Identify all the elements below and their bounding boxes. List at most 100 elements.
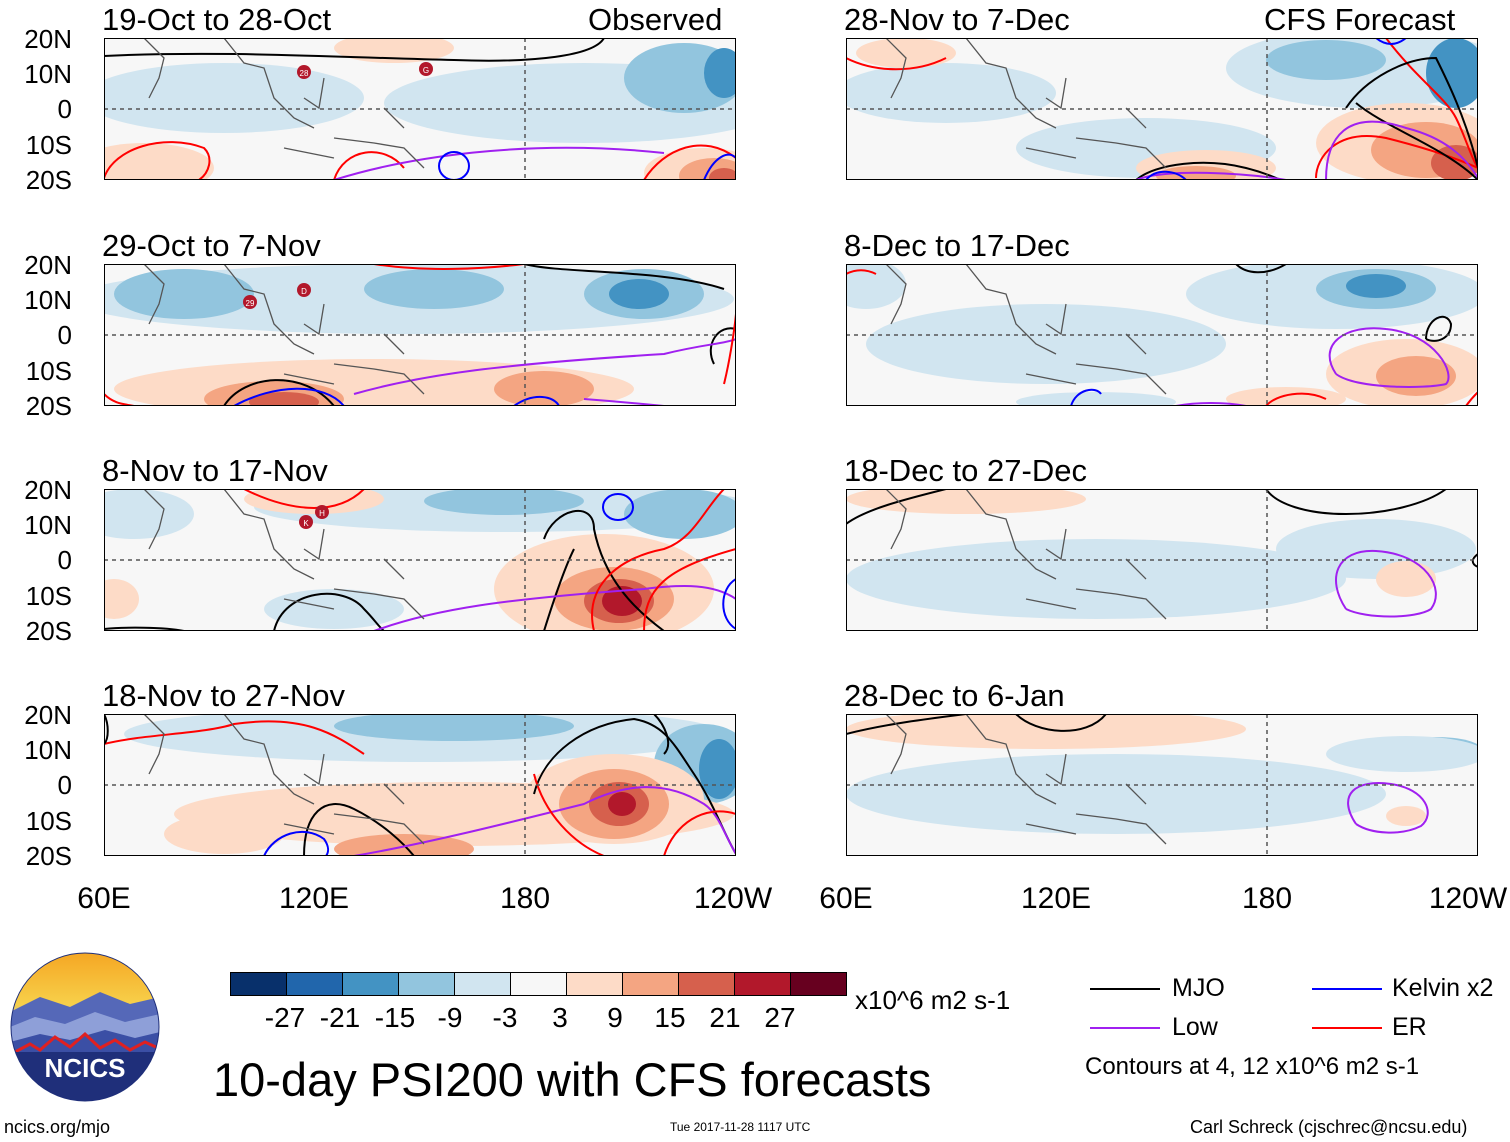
colorbar-swatch — [678, 973, 734, 995]
map-panel-2: 29 D — [74, 263, 737, 419]
svg-text:H: H — [319, 509, 325, 518]
colorbar-tick-label: -27 — [264, 1002, 306, 1033]
ncics-logo: NCICS — [10, 952, 160, 1102]
panel-7 — [845, 484, 1479, 632]
map-panel-3: K H — [74, 482, 754, 644]
lat-label: 0 — [57, 545, 72, 575]
panel-2: 29 D — [74, 263, 737, 419]
lat-label: 20S — [25, 616, 72, 646]
lat-label: 0 — [57, 770, 72, 800]
legend-label-mjo: MJO — [1172, 974, 1225, 1002]
lon-label-120w-left: 120W — [693, 882, 773, 915]
lat-label: 20S — [25, 391, 72, 421]
storm-marker-d: D — [297, 283, 311, 297]
map-panel-7 — [845, 484, 1479, 632]
colorbar — [230, 972, 847, 996]
storm-marker-g: G — [419, 62, 433, 76]
lat-label: 10S — [25, 130, 72, 160]
storm-marker-28: 28 — [297, 65, 311, 79]
panel-5-title: 28-Nov to 7-Dec — [844, 2, 1070, 37]
colorbar-unit: x10^6 m2 s-1 — [855, 985, 1011, 1015]
svg-text:28: 28 — [300, 69, 309, 78]
svg-text:K: K — [303, 519, 309, 528]
legend-label-kelvin: Kelvin x2 — [1392, 974, 1494, 1002]
colorbar-swatch — [734, 973, 790, 995]
lon-label-180-left: 180 — [499, 882, 551, 915]
colorbar-swatch — [510, 973, 566, 995]
legend-note: Contours at 4, 12 x10^6 m2 s-1 — [1085, 1053, 1420, 1080]
colorbar-swatch — [231, 973, 286, 995]
colorbar-swatch — [566, 973, 622, 995]
lat-label: 10N — [24, 59, 72, 89]
lat-label: 10S — [25, 581, 72, 611]
panel-4-title: 18-Nov to 27-Nov — [102, 678, 345, 713]
lat-label: 20N — [24, 700, 72, 730]
colorbar-tick-label: 15 — [654, 1002, 686, 1033]
panel-8 — [845, 709, 1486, 857]
lon-label-120e-left: 120E — [278, 882, 350, 915]
lat-label: 0 — [57, 94, 72, 124]
svg-text:G: G — [423, 66, 429, 75]
panel-8-title: 28-Dec to 6-Jan — [844, 678, 1065, 713]
map-panel-1: 28 G — [74, 33, 784, 198]
legend-swatch-mjo — [1090, 988, 1160, 990]
lat-label: 10S — [25, 806, 72, 836]
lon-label-180-right: 180 — [1241, 882, 1293, 915]
panel-2-title: 29-Oct to 7-Nov — [102, 228, 321, 263]
colorbar-swatch — [398, 973, 454, 995]
lat-label: 10N — [24, 285, 72, 315]
lat-label: 10S — [25, 356, 72, 386]
lat-label: 20S — [25, 165, 72, 195]
svg-text:NCICS: NCICS — [45, 1053, 126, 1083]
credit: Carl Schreck (cjschrec@ncsu.edu) — [1190, 1117, 1468, 1137]
panel-3: K H — [74, 482, 754, 644]
storm-marker-29: 29 — [243, 295, 257, 309]
colorbar-tick-label: -21 — [319, 1002, 361, 1033]
colorbar-swatch — [790, 973, 846, 995]
colorbar-tick-label: -3 — [492, 1002, 518, 1033]
colorbar-tick-label: -15 — [374, 1002, 416, 1033]
colorbar-tick-label: 21 — [709, 1002, 741, 1033]
legend-swatch-kelvin — [1312, 988, 1382, 990]
legend-swatch-low — [1090, 1027, 1160, 1029]
colorbar-tick-label: -9 — [437, 1002, 463, 1033]
ncics-logo-icon: NCICS — [10, 952, 160, 1102]
map-panel-8 — [845, 709, 1486, 857]
observed-label: Observed — [588, 2, 723, 37]
lat-label: 20N — [24, 24, 72, 54]
panel-1: 28 G — [74, 33, 784, 198]
lon-label-60e-right: 60E — [819, 882, 873, 915]
figure-title: 10-day PSI200 with CFS forecasts — [213, 1053, 932, 1106]
panel-6-title: 8-Dec to 17-Dec — [844, 228, 1070, 263]
panel-6 — [826, 259, 1486, 412]
cfs-forecast-label: CFS Forecast — [1264, 2, 1456, 37]
legend-swatch-er — [1312, 1027, 1382, 1029]
panel-7-title: 18-Dec to 27-Dec — [844, 453, 1087, 488]
colorbar-tick-label: 27 — [764, 1002, 796, 1033]
lat-label: 20S — [25, 841, 72, 871]
svg-text:D: D — [301, 287, 307, 296]
map-panel-5 — [836, 28, 1506, 186]
colorbar-swatch — [622, 973, 678, 995]
lon-label-60e-left: 60E — [77, 882, 131, 915]
lat-label: 20N — [24, 250, 72, 280]
site-link[interactable]: ncics.org/mjo — [4, 1117, 111, 1137]
panel-4 — [103, 706, 754, 864]
colorbar-tick-label: 9 — [607, 1002, 623, 1033]
lat-label: 0 — [57, 320, 72, 350]
lat-label: 20N — [24, 475, 72, 505]
legend-label-er: ER — [1392, 1013, 1427, 1041]
colorbar-swatch — [342, 973, 398, 995]
legend-label-low: Low — [1172, 1013, 1218, 1041]
panel-1-title: 19-Oct to 28-Oct — [102, 2, 332, 37]
colorbar-swatch — [286, 973, 342, 995]
storm-marker-k: K — [299, 515, 313, 529]
storm-marker-h: H — [315, 505, 329, 519]
panel-3-title: 8-Nov to 17-Nov — [102, 453, 328, 488]
lon-label-120w-right: 120W — [1428, 882, 1508, 915]
lat-label: 10N — [24, 735, 72, 765]
panel-5 — [836, 28, 1506, 186]
timestamp: Tue 2017-11-28 1117 UTC — [670, 1120, 811, 1134]
colorbar-tick-label: 3 — [552, 1002, 568, 1033]
colorbar-swatch — [454, 973, 510, 995]
